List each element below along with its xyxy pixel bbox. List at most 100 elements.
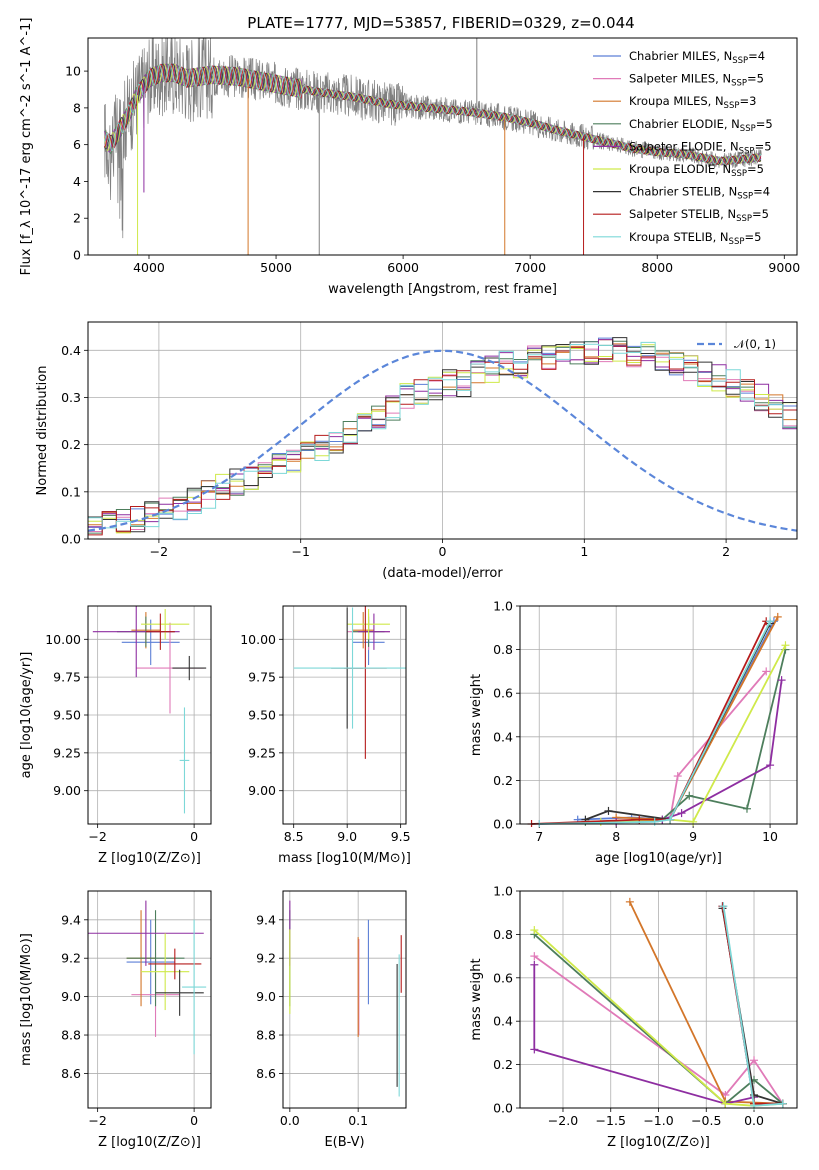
legend-entry: Chabrier STELIB, NSSP=4 — [629, 185, 770, 202]
errorbar-point — [88, 900, 204, 966]
legend-entry: Kroupa MILES, NSSP=3 — [629, 94, 756, 111]
x-axis-label: wavelength [Angstrom, rest frame] — [328, 282, 557, 297]
y-tick-label: 1.0 — [493, 884, 513, 899]
panel-mass-vs-Z: −2 0 8.6 8.8 9.0 9.2 9.4 Z [log10(Z/Z⊙)] mass [l… — [19, 890, 212, 1150]
legend-nssp: =5 — [756, 117, 773, 131]
errorbar-point — [141, 609, 190, 640]
y-tick-label: 0.6 — [493, 686, 513, 701]
errorbar-point — [141, 933, 190, 1011]
y-tick-label: 8.8 — [61, 1028, 81, 1043]
series-line-salpeter-elodie — [533, 964, 755, 1105]
legend-entry: Salpeter MILES, NSSP=5 — [629, 72, 764, 89]
series-line-kroupa-elodie — [600, 644, 787, 823]
legend-subscript: SSP — [736, 214, 752, 224]
legend-entry: Kroupa STELIB, NSSP=5 — [629, 230, 761, 247]
x-tick-label: 1 — [580, 544, 588, 559]
y-tick-label: 0 — [73, 248, 81, 263]
y-tick-label: 9.00 — [53, 783, 81, 798]
x-tick-label: 0 — [190, 829, 198, 844]
axes-frame — [519, 890, 798, 1109]
panel-residuals: −2 −1 0 1 2 0.0 0.1 0.2 0.3 0.4 (data-model)/error… — [35, 321, 798, 581]
x-tick-label: 5000 — [260, 260, 292, 275]
y-tick-label: 0.8 — [493, 642, 513, 657]
axes-frame — [282, 890, 407, 1109]
panel-age-vs-Z: −2 0 9.00 9.25 9.50 9.75 10.00 Z [log10(Z/Z⊙)] a… — [19, 605, 212, 866]
series-marker — [689, 817, 698, 826]
series-marker — [766, 617, 775, 626]
axes-frame — [282, 605, 407, 825]
series-marker — [762, 667, 771, 676]
lines-area — [530, 897, 787, 1110]
axes-frame — [87, 605, 212, 825]
x-axis-label: age [log10(age/yr)] — [595, 851, 722, 866]
panel-age-vs-mass: 8.5 9.0 9.5 9.00 9.25 9.50 9.75 10.00 mass [log1… — [240, 605, 411, 866]
series-marker — [685, 791, 694, 800]
errorbar-point — [126, 919, 175, 1005]
x-tick-label: 8000 — [641, 260, 673, 275]
errorbar-point — [357, 613, 390, 650]
legend-entry: Kroupa ELODIE, NSSP=5 — [629, 162, 764, 179]
series-marker — [666, 815, 675, 824]
histogram-chabrier-stelib — [88, 337, 797, 533]
errorbar-area — [88, 900, 207, 1055]
y-tick-label: 0.0 — [493, 1101, 513, 1116]
x-tick-label: 7 — [535, 829, 543, 844]
errorbar-point — [172, 655, 207, 681]
histogram-kroupa-stelib — [88, 341, 797, 529]
figure-title: PLATE=1777, MJD=53857, FIBERID=0329, z=0… — [247, 14, 634, 32]
legend-nssp: =4 — [753, 185, 770, 199]
series-marker — [530, 960, 539, 969]
y-tick-label: 10.00 — [240, 632, 276, 647]
x-tick-label: −0.5 — [691, 1113, 721, 1128]
legend-nssp: =5 — [755, 139, 772, 153]
legend-entry: Chabrier MILES, NSSP=4 — [629, 49, 765, 66]
series-line-chabrier-stelib — [585, 622, 771, 821]
panel-mass-weight-vs-age: 7 8 9 10 0.0 0.2 0.4 0.6 0.8 1.0 age [log10(age/yr… — [469, 599, 798, 866]
errorbar-point — [121, 619, 180, 666]
legend-subscript: SSP — [739, 146, 755, 156]
series-line-chabrier-miles — [721, 906, 783, 1105]
x-axis-label: E(B-V) — [324, 1135, 364, 1150]
y-axis-label: mass weight — [469, 958, 484, 1040]
x-tick-label: 8.5 — [284, 829, 304, 844]
x-tick-label: 4000 — [133, 260, 165, 275]
x-tick-label: 7000 — [514, 260, 546, 275]
y-tick-label: 9.4 — [61, 912, 81, 927]
x-tick-label: 9000 — [768, 260, 800, 275]
x-axis-label: Z [log10(Z/Z⊙)] — [98, 851, 201, 866]
y-tick-label: 0.1 — [61, 484, 81, 499]
series-line-salpeter-stelib — [531, 620, 768, 825]
errorbar-point — [347, 609, 390, 640]
series-marker — [625, 897, 634, 906]
y-tick-label: 9.2 — [256, 951, 276, 966]
legend-subscript: SSP — [729, 237, 745, 247]
y-tick-label: 0.2 — [493, 773, 513, 788]
errorbar-point — [126, 910, 185, 1007]
x-axis-label: (data-model)/error — [382, 566, 503, 581]
y-axis-label: Normed distribution — [35, 366, 50, 496]
axes-frame — [87, 890, 212, 1109]
x-tick-label: 0.0 — [280, 1113, 300, 1128]
legend-subscript: SSP — [724, 101, 740, 111]
series-line-chabrier-stelib — [721, 908, 783, 1105]
series-marker — [750, 1056, 759, 1065]
y-tick-label: 0.4 — [493, 1014, 513, 1029]
x-tick-label: 9 — [689, 829, 697, 844]
y-tick-label: 0.3 — [61, 390, 81, 405]
errorbar-point — [179, 707, 190, 814]
series-line-chabrier-elodie — [533, 933, 784, 1105]
y-tick-label: 9.25 — [53, 745, 81, 760]
y-tick-label: 1.0 — [493, 599, 513, 614]
model-line-kroupa-stelib — [104, 63, 762, 166]
x-axis-label: Z [log10(Z/Z⊙)] — [98, 1135, 201, 1150]
errorbar-area — [293, 606, 406, 759]
y-tick-label: 2 — [73, 211, 81, 226]
series-line-salpeter-miles — [533, 955, 784, 1105]
y-tick-label: 9.2 — [61, 951, 81, 966]
series-line-kroupa-stelib — [722, 906, 783, 1107]
y-tick-label: 0.6 — [493, 970, 513, 985]
legend-entry: 𝒩(0, 1) — [734, 337, 776, 351]
y-tick-label: 8.6 — [256, 1066, 276, 1081]
y-axis-label: mass [log10(M/M⊙)] — [19, 933, 34, 1066]
